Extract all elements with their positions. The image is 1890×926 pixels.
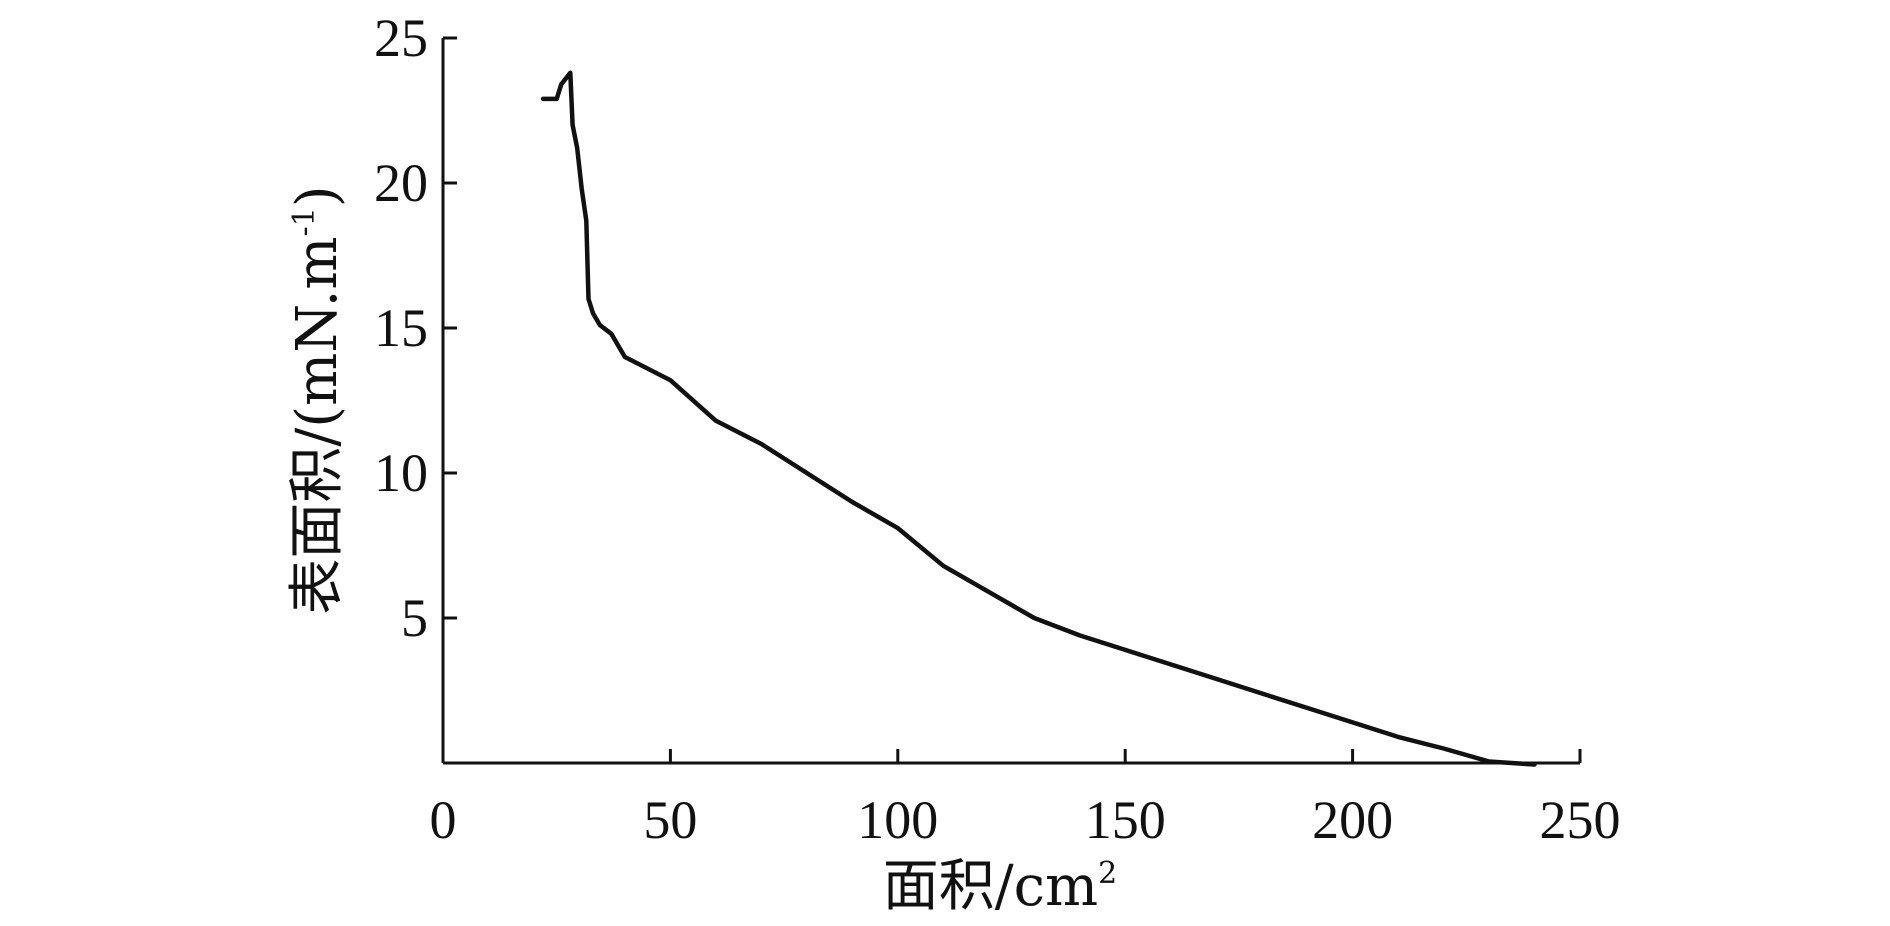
x-axis-title: 面积/cm2 [883, 854, 1117, 919]
axes [441, 38, 1580, 765]
y-axis-title: 表面积/(mN.m-1) [285, 185, 350, 614]
x-tick-label: 100 [857, 790, 938, 850]
y-tick-label: 15 [374, 298, 428, 358]
x-tick-label: 0 [430, 790, 457, 850]
x-axis-title-main: 面积/cm [883, 854, 1098, 919]
series-line [540, 70, 1537, 767]
y-tick-label: 5 [401, 588, 428, 648]
y-axis-title-sup: -1 [287, 207, 322, 236]
x-tick-label: 150 [1085, 790, 1166, 850]
x-tick-label: 250 [1540, 790, 1621, 850]
x-tick-label: 50 [643, 790, 697, 850]
y-tick-label: 10 [374, 443, 428, 503]
y-axis-title-end: ) [285, 185, 350, 207]
y-ticks: 5 10 15 20 25 [374, 8, 457, 648]
x-axis-title-sup: 2 [1098, 856, 1117, 891]
x-ticks: 0 50 100 150 200 250 [430, 749, 1621, 850]
y-tick-label: 20 [374, 153, 428, 213]
y-axis-title-main: 表面积/(mN.m [285, 236, 350, 614]
series [540, 70, 1537, 767]
x-tick-label: 200 [1312, 790, 1393, 850]
y-tick-label: 25 [374, 8, 428, 68]
